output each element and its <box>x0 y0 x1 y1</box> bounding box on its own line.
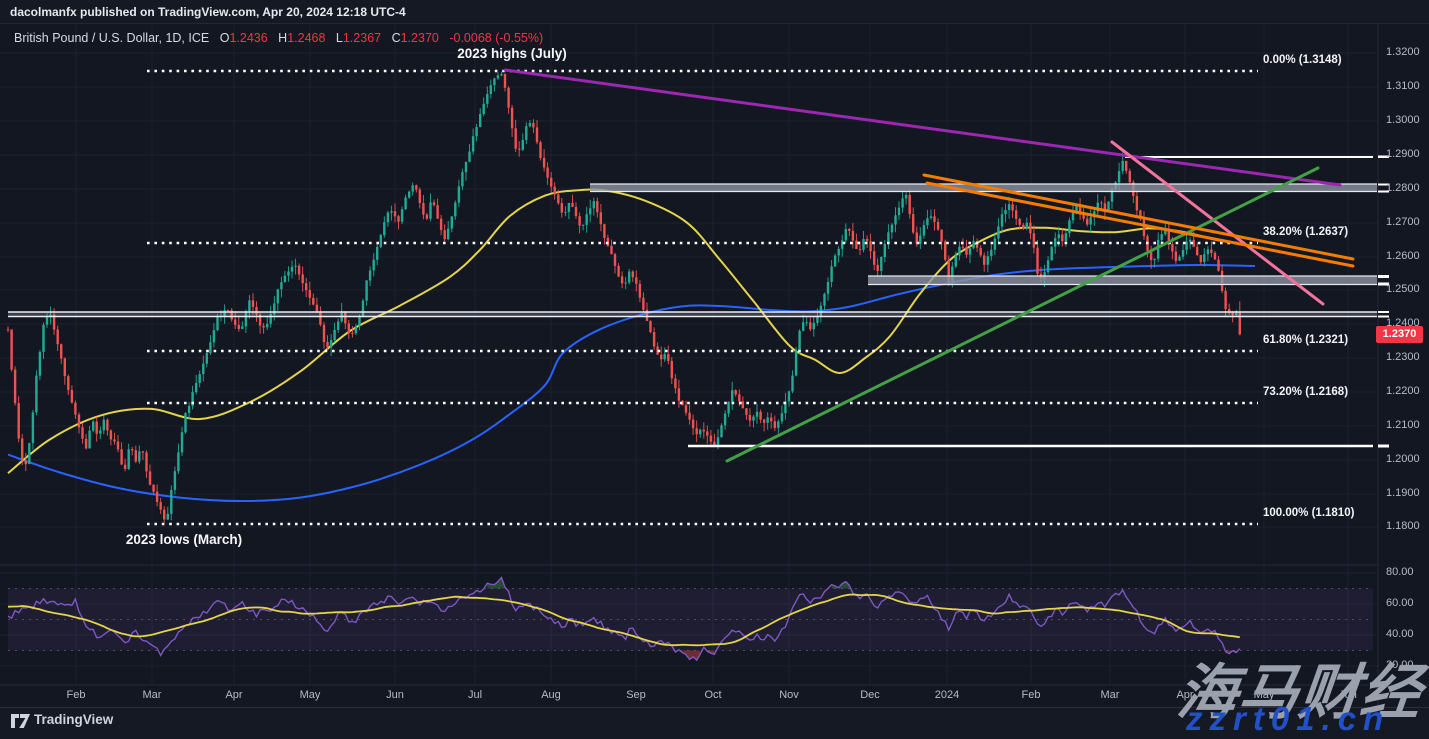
low-value: 1.2367 <box>342 31 382 45</box>
grid-and-series <box>0 24 1429 707</box>
close-value: 1.2370 <box>400 31 439 45</box>
rsi-axis-label[interactable]: 20.00 <box>1386 659 1414 671</box>
price-axis-label[interactable]: 1.2300 <box>1386 351 1420 363</box>
price-axis-label[interactable]: 1.2500 <box>1386 283 1420 295</box>
price-axis-label[interactable]: 1.2700 <box>1386 216 1420 228</box>
price-axis-label[interactable]: 1.1900 <box>1386 487 1420 499</box>
footer-toolbar <box>0 707 1429 739</box>
price-axis-label[interactable]: 1.1800 <box>1386 520 1420 532</box>
time-axis-label[interactable]: Sep <box>626 689 646 701</box>
time-axis-label[interactable]: 2024 <box>934 689 960 701</box>
price-axis-label[interactable]: 1.2000 <box>1386 453 1420 465</box>
time-axis-label[interactable]: Feb <box>66 689 86 701</box>
time-axis-label[interactable]: Jul <box>467 689 483 701</box>
rsi-axis-label[interactable]: 80.00 <box>1386 566 1414 578</box>
fib-level-label[interactable]: 100.00% (1.1810) <box>1263 507 1355 519</box>
time-axis-label[interactable]: May <box>299 689 321 701</box>
rsi-axis-label[interactable]: 60.00 <box>1386 597 1414 609</box>
time-axis-label[interactable]: Jun <box>1339 689 1357 701</box>
tradingview-logo-icon[interactable] <box>11 713 31 729</box>
price-axis-label[interactable]: 1.3100 <box>1386 80 1420 92</box>
publish-text: dacolmanfx published on TradingView.com,… <box>10 5 406 19</box>
price-axis-label[interactable]: 1.2900 <box>1386 148 1420 160</box>
annotation-2023-highs[interactable]: 2023 highs (July) <box>457 46 567 61</box>
time-axis-label[interactable]: Dec <box>860 689 880 701</box>
price-axis-label[interactable]: 1.2100 <box>1386 419 1420 431</box>
time-axis-label[interactable]: Oct <box>704 689 722 701</box>
price-axis-label[interactable]: 1.3200 <box>1386 46 1420 58</box>
fib-level-label[interactable]: 0.00% (1.3148) <box>1263 54 1342 66</box>
price-axis-label[interactable]: 1.3000 <box>1386 114 1420 126</box>
high-value: 1.2468 <box>287 31 326 45</box>
open-value: 1.2436 <box>229 31 268 45</box>
last-price-badge: 1.2370 <box>1376 326 1423 343</box>
time-axis-label[interactable]: May <box>1253 689 1275 701</box>
symbol-legend[interactable]: British Pound / U.S. Dollar, 1D, ICE O1.… <box>14 31 543 45</box>
price-axis-label[interactable]: 1.2200 <box>1386 385 1420 397</box>
time-axis-label[interactable]: Apr <box>1176 689 1194 701</box>
time-axis-label[interactable]: Nov <box>779 689 799 701</box>
fib-level-label[interactable]: 73.20% (1.2168) <box>1263 386 1349 398</box>
time-axis-label[interactable]: Apr <box>225 689 243 701</box>
high-label: H <box>278 31 288 45</box>
close-label: C <box>391 31 401 45</box>
tradingview-brand-text[interactable]: TradingView <box>34 712 114 727</box>
time-axis-label[interactable]: Aug <box>541 689 561 701</box>
rsi-axis-label[interactable]: 40.00 <box>1386 628 1414 640</box>
time-axis-label[interactable]: Feb <box>1021 689 1041 701</box>
watermark-site-url: zzrt01.cn <box>1186 700 1391 737</box>
price-axis-label[interactable]: 1.2800 <box>1386 182 1420 194</box>
open-label: O <box>219 31 230 45</box>
fib-level-label[interactable]: 38.20% (1.2637) <box>1263 226 1349 238</box>
annotation-2023-lows[interactable]: 2023 lows (March) <box>125 532 243 547</box>
time-axis-label[interactable]: Mar <box>1100 689 1120 701</box>
symbol-title[interactable]: British Pound / U.S. Dollar, 1D, ICE <box>14 31 210 45</box>
change-value: -0.0068 (-0.55%) <box>449 31 544 45</box>
price-axis-label[interactable]: 1.2600 <box>1386 250 1420 262</box>
publish-header: dacolmanfx published on TradingView.com,… <box>0 0 1429 24</box>
fib-level-label[interactable]: 61.80% (1.2321) <box>1263 334 1349 346</box>
time-axis-label[interactable]: Jun <box>386 689 404 701</box>
low-label: L <box>335 31 343 45</box>
time-axis-label[interactable]: Mar <box>142 689 162 701</box>
